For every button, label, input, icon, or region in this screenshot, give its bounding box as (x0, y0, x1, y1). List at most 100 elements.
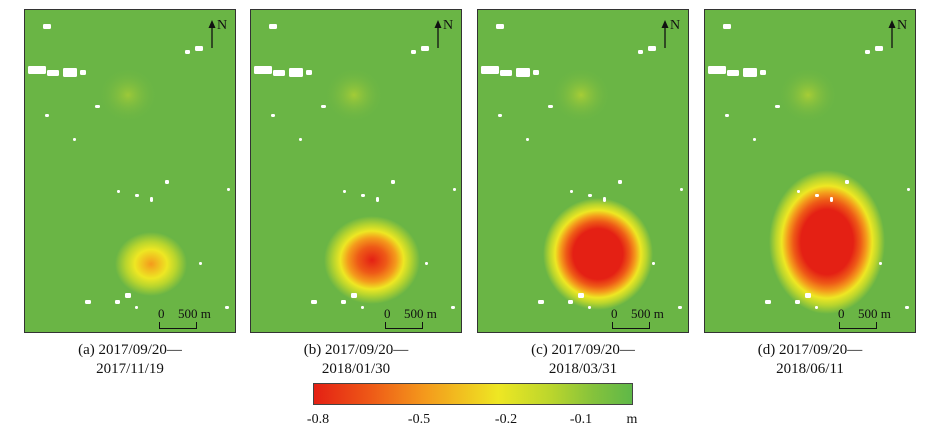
no-data-patch (165, 180, 169, 184)
scale-line (612, 322, 650, 329)
caption-line1: (a) 2017/09/20— (78, 342, 182, 358)
caption-line1: (c) 2017/09/20— (531, 342, 635, 358)
no-data-patch (496, 24, 504, 29)
no-data-patch (115, 300, 120, 304)
north-arrow: N (207, 18, 229, 50)
no-data-patch (273, 70, 285, 76)
north-arrow: N (660, 18, 682, 50)
no-data-patch (845, 180, 849, 184)
scale-length: 500 m (404, 306, 437, 321)
no-data-patch (254, 66, 272, 74)
north-deformation-zone (551, 67, 611, 123)
north-label: N (670, 18, 681, 33)
no-data-patch (905, 306, 909, 309)
no-data-patch (391, 180, 395, 184)
no-data-patch (538, 300, 544, 304)
no-data-patch (28, 66, 46, 74)
map-panel-d: N 0 500 m (704, 9, 916, 333)
no-data-patch (680, 188, 683, 191)
scale-length: 500 m (631, 306, 664, 321)
north-label: N (897, 18, 908, 33)
no-data-patch (306, 70, 312, 75)
no-data-patch (765, 300, 771, 304)
caption-c: (c) 2017/09/20— 2018/03/31 (473, 341, 693, 379)
scale-bar: 0 500 m (384, 306, 461, 330)
no-data-patch (815, 194, 819, 197)
no-data-patch (185, 50, 190, 54)
north-deformation-zone (324, 67, 384, 123)
no-data-patch (135, 194, 139, 197)
no-data-patch (63, 68, 77, 77)
map-panel-b: N 0 500 m (250, 9, 462, 333)
scale-zero: 0 (158, 306, 165, 321)
no-data-patch (588, 306, 591, 309)
subsidence-bowl (115, 232, 187, 296)
no-data-patch (805, 293, 811, 298)
no-data-patch (311, 300, 317, 304)
no-data-patch (830, 197, 833, 202)
no-data-patch (361, 194, 365, 197)
no-data-patch (73, 138, 76, 141)
no-data-patch (481, 66, 499, 74)
no-data-patch (411, 50, 416, 54)
no-data-patch (879, 262, 882, 265)
no-data-patch (269, 24, 277, 29)
caption-line1: (d) 2017/09/20— (757, 342, 863, 358)
scale-bar: 0 500 m (158, 306, 235, 330)
map-panel-a: N 0 500 m (24, 9, 236, 333)
no-data-patch (95, 105, 100, 108)
no-data-patch (43, 24, 51, 29)
no-data-patch (376, 197, 379, 202)
no-data-patch (227, 188, 230, 191)
no-data-patch (271, 114, 275, 117)
caption-d: (d) 2017/09/20— 2018/06/11 (700, 341, 920, 379)
subsidence-bowl (543, 198, 653, 310)
no-data-patch (603, 197, 606, 202)
no-data-patch (815, 306, 818, 309)
scale-bar: 0 500 m (838, 306, 915, 330)
colorbar-unit: m (626, 412, 638, 427)
deformation-map (705, 10, 915, 332)
no-data-patch (351, 293, 357, 298)
no-data-patch (199, 262, 202, 265)
north-deformation-zone (778, 67, 838, 123)
no-data-patch (795, 300, 800, 304)
caption-line2: 2018/01/30 (321, 361, 391, 377)
no-data-patch (638, 50, 643, 54)
scale-zero: 0 (384, 306, 391, 321)
deformation-map (25, 10, 235, 332)
no-data-patch (797, 190, 800, 193)
scale-zero: 0 (838, 306, 845, 321)
no-data-patch (289, 68, 303, 77)
no-data-patch (321, 105, 326, 108)
deformation-map (478, 10, 688, 332)
no-data-patch (548, 105, 553, 108)
no-data-patch (725, 114, 729, 117)
scale-line (385, 322, 423, 329)
no-data-patch (578, 293, 584, 298)
no-data-patch (85, 300, 91, 304)
no-data-patch (516, 68, 530, 77)
no-data-patch (652, 262, 655, 265)
colorbar-tick: -0.8 (306, 412, 330, 427)
no-data-patch (361, 306, 364, 309)
no-data-patch (498, 114, 502, 117)
no-data-patch (47, 70, 59, 76)
no-data-patch (117, 190, 120, 193)
no-data-patch (708, 66, 726, 74)
north-arrow: N (433, 18, 455, 50)
no-data-patch (743, 68, 757, 77)
caption-line1: (b) 2017/09/20— (303, 342, 409, 358)
no-data-patch (875, 46, 883, 51)
caption-line2: 2018/03/31 (548, 361, 618, 377)
colorbar-tick: -0.5 (407, 412, 431, 427)
scale-length: 500 m (858, 306, 891, 321)
no-data-patch (533, 70, 539, 75)
no-data-patch (421, 46, 429, 51)
no-data-patch (618, 180, 622, 184)
scale-zero: 0 (611, 306, 618, 321)
no-data-patch (80, 70, 86, 75)
scale-line (839, 322, 877, 329)
no-data-patch (526, 138, 529, 141)
subsidence-bowl (769, 170, 885, 314)
